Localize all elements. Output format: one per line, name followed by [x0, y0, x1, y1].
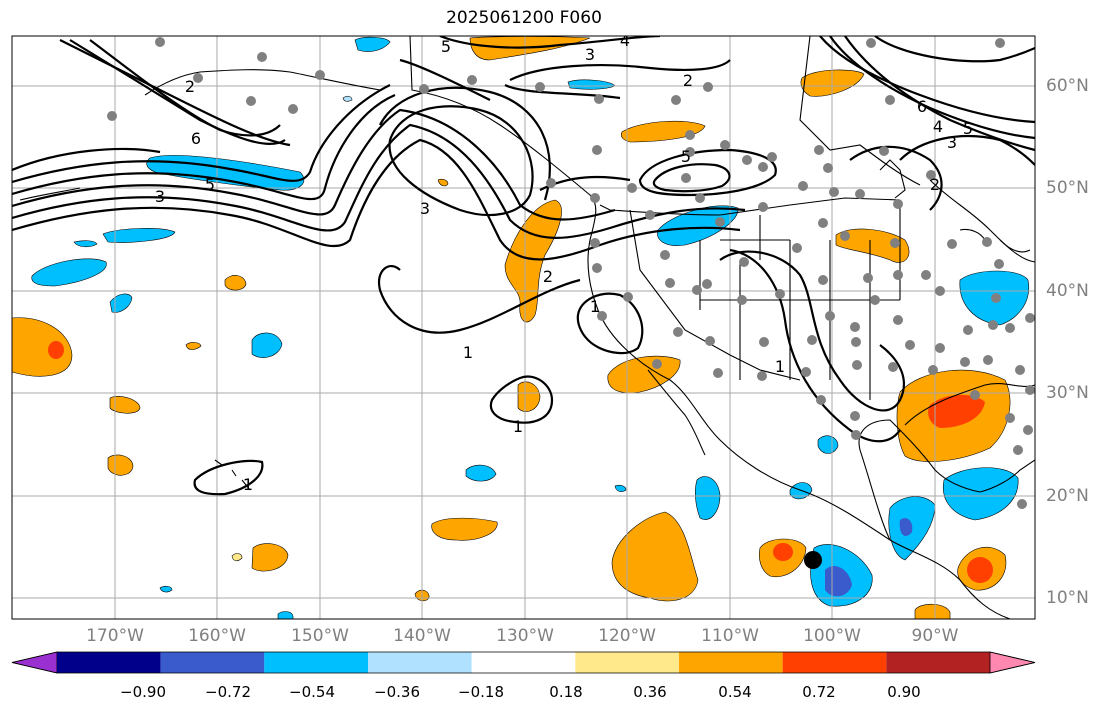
- map-title: 2025061200 F060: [446, 8, 602, 28]
- lon-label: 160°W: [188, 626, 246, 646]
- map-frame: [11, 35, 1036, 620]
- lon-label: 170°W: [86, 626, 144, 646]
- colorbar-segment: [782, 652, 887, 673]
- lon-label: 140°W: [393, 626, 451, 646]
- colorbar-outline: [11, 651, 1036, 674]
- contour-label: 2: [543, 267, 553, 286]
- contour-label: 2: [930, 175, 940, 194]
- lat-label: 50°N: [1046, 178, 1089, 198]
- contour-label: 1: [513, 417, 523, 436]
- contour-label: 5: [205, 175, 215, 194]
- lon-label: 110°W: [701, 626, 759, 646]
- contour-label: 5: [441, 37, 451, 56]
- contours: [12, 36, 1035, 496]
- lat-label: 40°N: [1046, 281, 1089, 301]
- lon-label: 90°W: [911, 626, 959, 646]
- lon-label: 130°W: [496, 626, 554, 646]
- contour-label: 1: [463, 343, 473, 362]
- contour-label: 3: [420, 199, 430, 218]
- contour-label: 2: [683, 71, 693, 90]
- graticule: [12, 36, 1035, 619]
- contour-label: 5: [963, 119, 973, 138]
- colorbar-tick-label: 0.90: [887, 683, 921, 701]
- colorbar-segment: [575, 652, 679, 673]
- lat-label: 10°N: [1046, 588, 1089, 608]
- lon-label: 120°W: [598, 626, 656, 646]
- colorbar-segment: [264, 652, 368, 673]
- colorbar-tick-label: −0.18: [458, 683, 504, 701]
- lat-label: 20°N: [1046, 486, 1089, 506]
- anomaly-fills: [12, 36, 1030, 619]
- contour-label: 3: [585, 45, 595, 64]
- contour-label: 1: [590, 297, 600, 316]
- lat-label: 60°N: [1046, 76, 1089, 96]
- station-markers: [107, 37, 1035, 509]
- contour-label: 4: [620, 31, 630, 50]
- colorbar: [11, 651, 1036, 674]
- colorbar-segment: [57, 652, 161, 673]
- contour-label: 5: [681, 147, 691, 166]
- colorbar-segment: [368, 652, 472, 673]
- lon-label: 100°W: [803, 626, 861, 646]
- colorbar-extend-high: [989, 651, 1036, 674]
- coastlines: [19, 36, 1035, 619]
- colorbar-extend-low: [11, 651, 58, 674]
- colorbar-tick-label: 0.54: [718, 683, 752, 701]
- lon-label: 150°W: [291, 626, 349, 646]
- colorbar-segment: [471, 652, 576, 673]
- colorbar-tick-label: 0.36: [633, 683, 667, 701]
- contour-label: 1: [243, 475, 253, 494]
- contour-label: 6: [191, 129, 201, 148]
- contour-label: 4: [933, 117, 943, 136]
- colorbar-tick-label: 0.18: [549, 683, 583, 701]
- contour-label: 2: [185, 77, 195, 96]
- contour-label: 3: [155, 187, 165, 206]
- colorbar-tick-label: −0.72: [205, 683, 251, 701]
- colorbar-segment: [886, 652, 990, 673]
- colorbar-segment: [679, 652, 783, 673]
- contour-label: 3: [947, 133, 957, 152]
- lat-label: 30°N: [1046, 383, 1089, 403]
- storm-center-marker: [804, 551, 822, 569]
- colorbar-tick-label: −0.36: [374, 683, 420, 701]
- colorbar-segment: [160, 652, 265, 673]
- colorbar-tick-label: −0.54: [289, 683, 335, 701]
- contour-label: 6: [917, 97, 927, 116]
- contour-label: 1: [775, 357, 785, 376]
- colorbar-tick-label: −0.90: [120, 683, 166, 701]
- colorbar-tick-label: 0.72: [802, 683, 836, 701]
- contour-label-group: 1 1 1 1 1 2 2 2 2 3 3 3 3 4 4 5 5 5 5 6 …: [155, 31, 973, 494]
